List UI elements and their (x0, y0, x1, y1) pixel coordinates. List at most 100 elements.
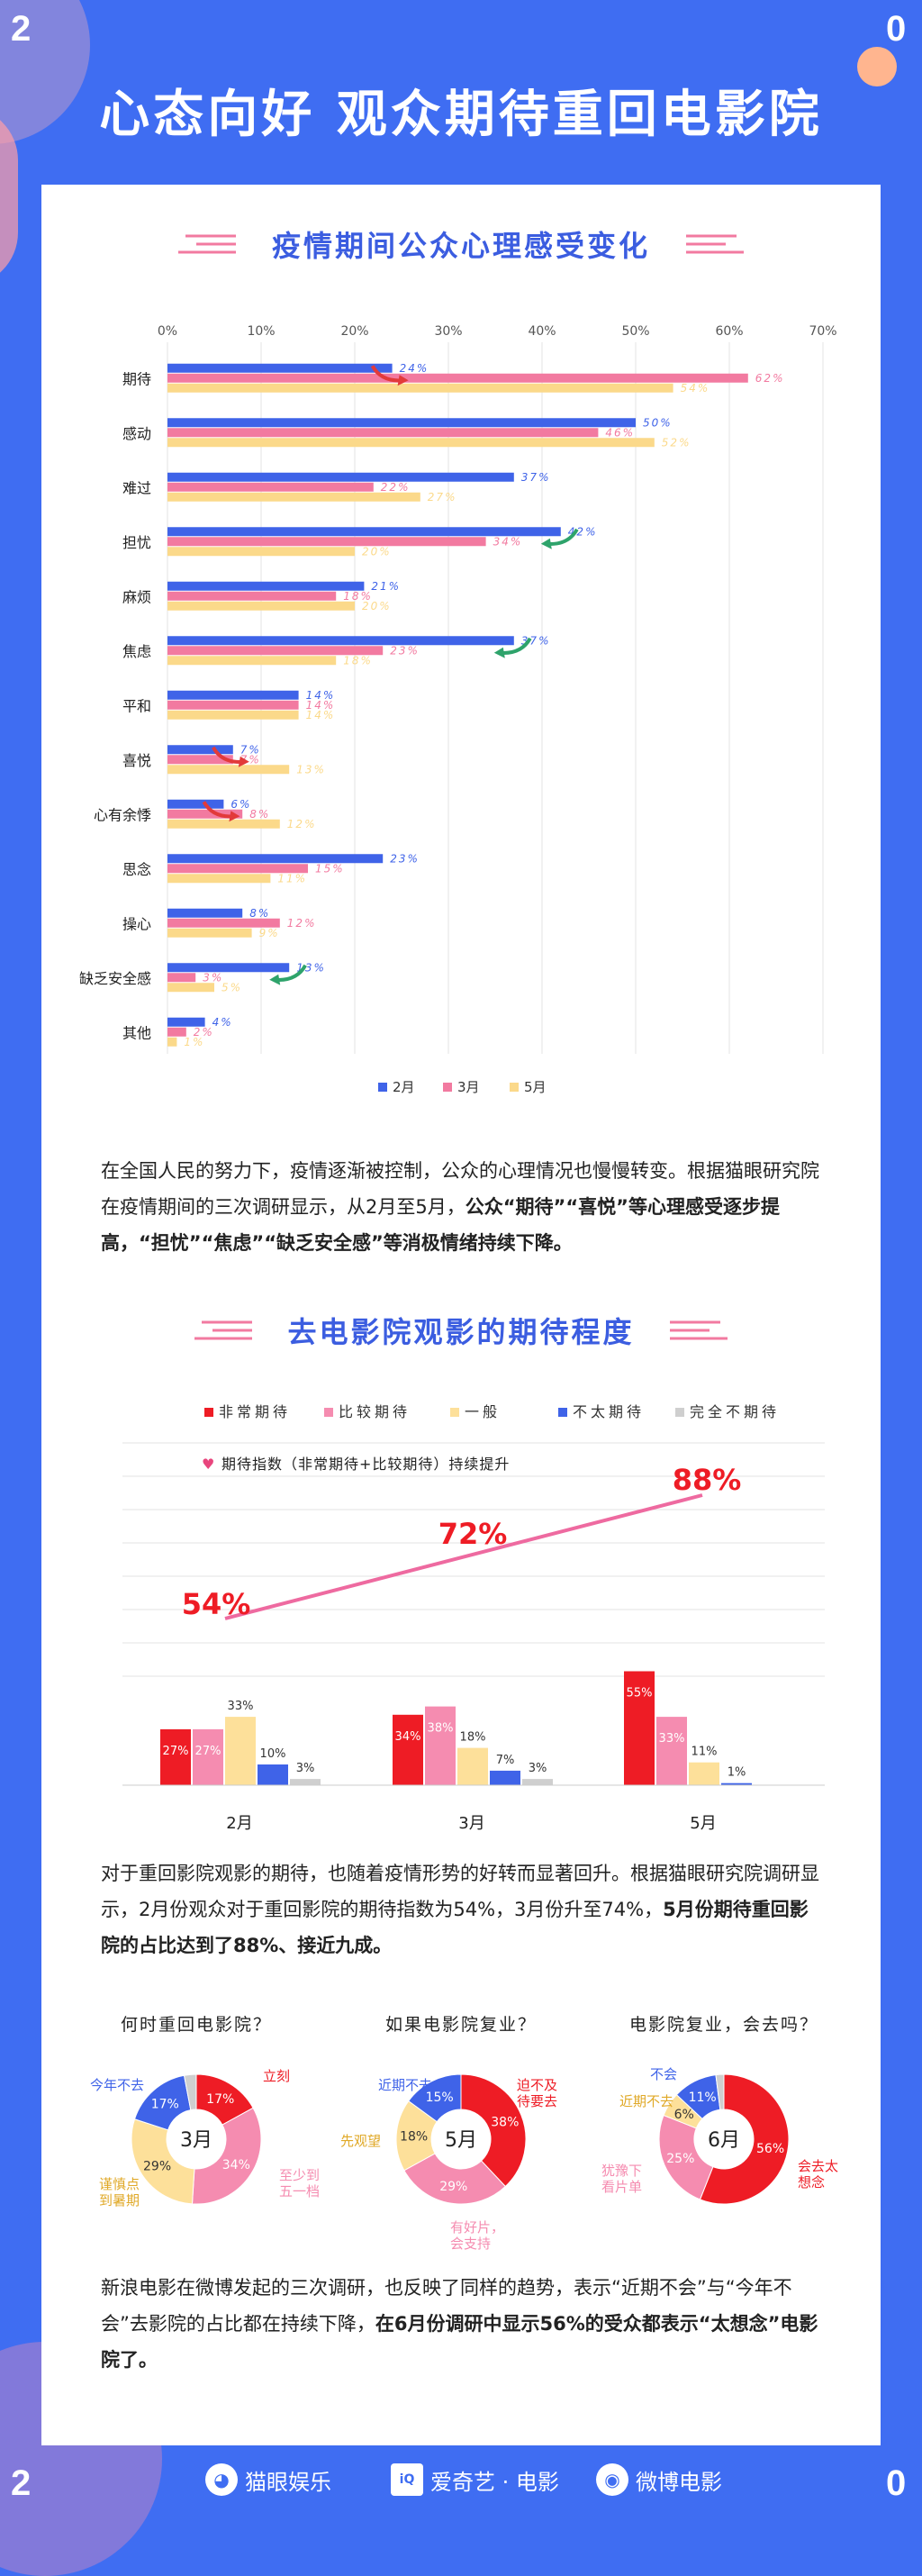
donut-value-label: 29% (143, 2160, 171, 2174)
bar-value-label: 1% (728, 1766, 746, 1780)
bar (167, 537, 486, 547)
category-label: 感动 (122, 425, 151, 442)
bar (167, 438, 655, 448)
bar-value-label: 18% (343, 654, 373, 667)
index-note: 期待指数（非常期待+比较期待）持续提升 (221, 1456, 510, 1473)
category-label: 焦虑 (122, 643, 151, 660)
bar (167, 527, 561, 537)
bar (167, 918, 280, 928)
donut-slice (460, 2073, 527, 2188)
legend-swatch (443, 1083, 452, 1092)
bar (167, 854, 384, 864)
donut-slice (183, 2073, 197, 2111)
trend-arrow-head (229, 811, 240, 822)
bar-value-label: 22% (381, 481, 411, 494)
section2-paragraph: 对于重回影院观影的期待，也随着疫情形势的好转而显著回升。根据猫眼研究院调研显示，… (101, 1855, 821, 1964)
category-label: 担忧 (122, 534, 151, 551)
donut-center-label: 3月 (180, 2129, 212, 2152)
legend-swatch (510, 1083, 519, 1092)
bar-value-label: 21% (371, 580, 401, 593)
bar-value-label: 8% (249, 808, 270, 821)
category-label: 操心 (122, 915, 151, 932)
donut-slice-label: 今年不去 (90, 2077, 144, 2093)
bar (167, 745, 233, 755)
bar (258, 1764, 288, 1785)
donut-center-label: 6月 (708, 2129, 740, 2152)
expectation-bar-chart: 非常期待 比较期待 一般 不太期待 完全不期待 ♥ 期待指数（非常期待+比较期待）持续提升 5… (122, 1403, 825, 1833)
bar (167, 690, 299, 700)
section1-paragraph: 在全国人民的努力下，疫情逐渐被控制，公众的心理情况也慢慢转变。根据猫眼研究院在疫… (101, 1153, 821, 1261)
bar-value-label: 6% (230, 798, 251, 811)
donut-title: 何时重回电影院？ (121, 2015, 272, 2035)
bar (457, 1747, 488, 1785)
heart-icon: ♥ (202, 1456, 214, 1473)
bar (167, 591, 337, 601)
donut-value-label: 34% (222, 2158, 250, 2172)
bar-value-label: 5% (221, 981, 242, 993)
bar-value-label: 7% (240, 743, 261, 756)
bar-value-label: 1% (184, 1036, 204, 1048)
bar (167, 547, 355, 557)
legend-label: 不太期待 (573, 1403, 645, 1420)
bar (225, 1717, 256, 1785)
donut-slice-label: 犹豫下看片单 (601, 2163, 642, 2195)
legend-swatch (675, 1408, 684, 1417)
donut-slice-label: 近期不去 (378, 2077, 432, 2093)
deco-circle-top-right (857, 47, 897, 86)
donut-slice-label: 谨慎点到暑期 (99, 2176, 140, 2209)
bar (167, 1037, 177, 1047)
cat-icon: ◕ (205, 2463, 238, 2496)
bar-value-label: 13% (296, 763, 326, 776)
bar (167, 363, 393, 373)
bar (167, 928, 252, 938)
category-label: 思念 (122, 861, 151, 878)
bar-value-label: 27% (195, 1745, 221, 1758)
bar (393, 1714, 423, 1785)
bar (522, 1779, 553, 1785)
bar-value-label: 33% (659, 1732, 685, 1746)
donut-value-label: 18% (400, 2130, 428, 2145)
bar-value-label: 23% (390, 852, 420, 865)
index-value: 72% (438, 1517, 508, 1551)
x-tick-label: 10% (247, 324, 275, 339)
x-tick-label: 40% (528, 324, 556, 339)
donut-title: 如果电影院复业？ (385, 2015, 537, 2035)
bar (167, 809, 243, 819)
section1-title-deco-right (686, 234, 744, 254)
bar-value-label: 20% (362, 545, 392, 558)
bar (167, 765, 290, 775)
index-value: 88% (673, 1463, 742, 1497)
category-label: 心有余悸 (94, 806, 151, 823)
bar (689, 1762, 719, 1785)
bar (167, 799, 224, 809)
index-trend-line (224, 1493, 703, 1620)
bar (167, 418, 636, 428)
donut-slice (699, 2073, 790, 2205)
bar (167, 428, 599, 438)
donut-value-label: 29% (439, 2180, 467, 2194)
category-label: 2月 (226, 1814, 252, 1833)
trend-arrow (493, 637, 532, 658)
deco-circle-left (0, 106, 18, 286)
legend-label: 比较期待 (339, 1403, 411, 1420)
corner-digit-bottom-right: 0 (886, 2463, 907, 2503)
bar (167, 755, 233, 765)
legend-label: 完全不期待 (690, 1403, 780, 1420)
section1-title: 疫情期间公众心理感受变化 (271, 229, 650, 263)
trend-arrow (212, 746, 249, 767)
trend-arrow (540, 528, 579, 549)
x-tick-label: 0% (158, 324, 177, 339)
x-tick-label: 70% (809, 324, 836, 339)
donut-slice-label: 近期不去 (619, 2093, 673, 2109)
emotion-bar-chart: 0% 10% 20% 30% 40% 50% 60% 70% 期待 24% 62% 54% 感动 50% 4… (79, 324, 837, 1095)
bar-value-label: 14% (306, 689, 336, 702)
donut-title: 电影院复业，会去吗？ (629, 2015, 818, 2035)
bar-value-label: 55% (627, 1687, 653, 1701)
content-card (41, 185, 881, 2445)
bar-value-label: 62% (755, 372, 785, 385)
donut-value-label: 17% (206, 2092, 234, 2107)
bar-value-label: 50% (643, 416, 673, 429)
x-tick-label: 30% (434, 324, 462, 339)
donut-value-label: 6% (674, 2108, 694, 2122)
legend-swatch (558, 1408, 567, 1417)
